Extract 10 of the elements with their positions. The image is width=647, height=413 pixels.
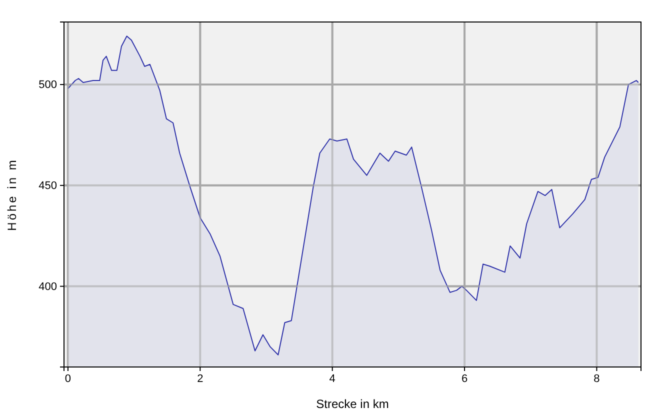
y-tick-label: 500 xyxy=(38,79,57,92)
y-tick-label: 400 xyxy=(38,280,57,293)
x-axis-title: Strecke in km xyxy=(316,397,389,411)
x-tick-label: 6 xyxy=(461,372,468,385)
x-tick-label: 0 xyxy=(64,372,72,385)
y-tick-label: 450 xyxy=(38,180,57,192)
x-tick-label: 2 xyxy=(197,372,204,385)
y-axis-title: Höhe in m xyxy=(5,158,19,231)
x-tick-label: 8 xyxy=(594,372,600,385)
x-tick-label: 4 xyxy=(329,372,336,385)
